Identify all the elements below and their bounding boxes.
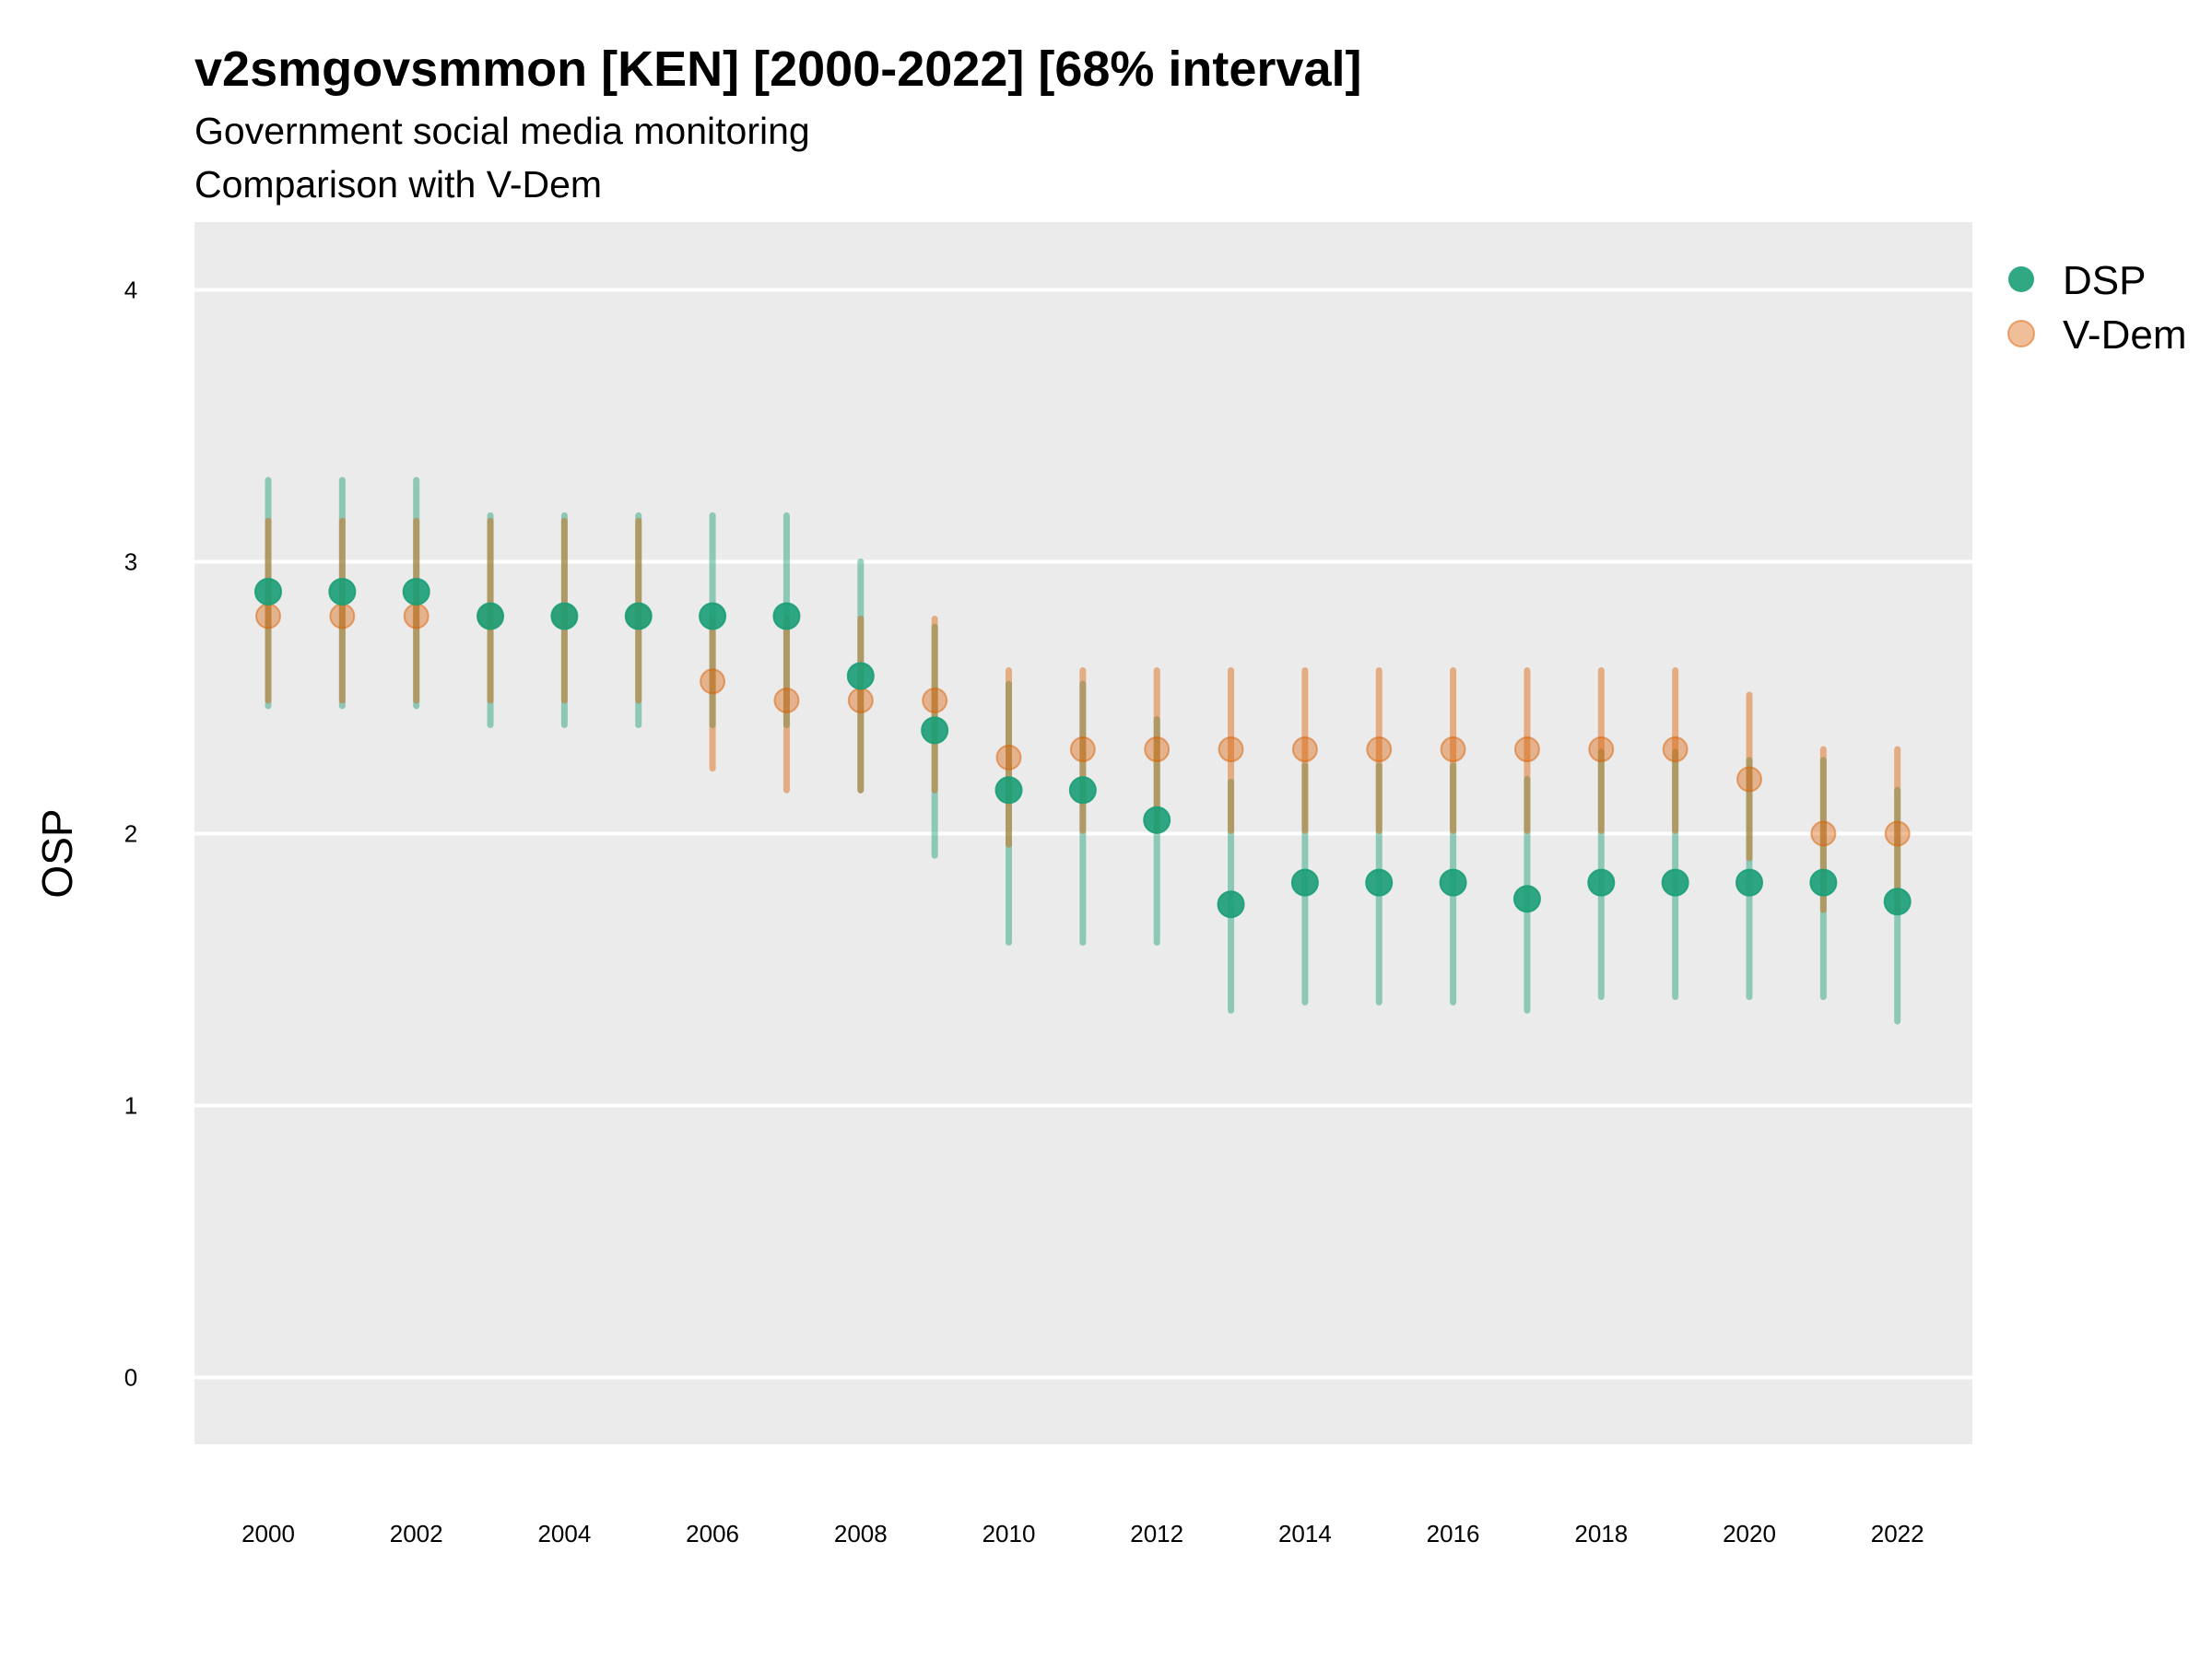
point-dsp-2021 [1809, 868, 1838, 897]
point-v-dem-2001 [329, 603, 356, 629]
x-tick-label: 2006 [686, 1520, 739, 1547]
y-tick-label: 4 [124, 276, 137, 304]
x-tick-label: 2014 [1278, 1520, 1332, 1547]
x-tick-label: 2016 [1427, 1520, 1480, 1547]
x-tick-label: 2008 [834, 1520, 888, 1547]
y-tick-label: 2 [124, 820, 137, 848]
point-v-dem-2015 [1366, 736, 1393, 763]
point-v-dem-2020 [1736, 766, 1762, 793]
y-tick-label: 0 [124, 1364, 137, 1392]
point-v-dem-2019 [1662, 736, 1688, 763]
point-v-dem-2009 [922, 687, 948, 713]
series-dsp-points [254, 577, 1912, 919]
y-axis-label: OSP [33, 808, 81, 898]
point-dsp-2005 [624, 602, 653, 630]
x-tick-label: 2012 [1130, 1520, 1183, 1547]
point-v-dem-2018 [1588, 736, 1615, 763]
point-dsp-2013 [1217, 890, 1245, 919]
point-dsp-2001 [328, 577, 357, 606]
legend-label-dsp: DSP [2063, 258, 2146, 303]
x-tick-label: 2018 [1574, 1520, 1628, 1547]
point-v-dem-2021 [1810, 820, 1837, 847]
point-dsp-2008 [846, 662, 875, 690]
point-dsp-2022 [1883, 888, 1912, 916]
point-v-dem-2022 [1884, 820, 1911, 847]
point-dsp-2012 [1143, 806, 1171, 834]
x-tick-label: 2002 [390, 1520, 443, 1547]
chart-subtitle: Government social media monitoring [194, 110, 810, 152]
point-dsp-2016 [1439, 868, 1467, 897]
y-axis-ticks: 0 1 2 3 4 [124, 276, 137, 1392]
point-v-dem-2000 [255, 603, 281, 629]
point-dsp-2017 [1512, 885, 1541, 913]
x-axis-ticks: 2000 2002 2004 2006 2008 2010 2012 2014 2016 2018… [241, 1520, 1924, 1547]
point-v-dem-2014 [1291, 736, 1318, 763]
point-dsp-2014 [1290, 868, 1319, 897]
point-dsp-2015 [1365, 868, 1394, 897]
y-tick-label: 3 [124, 548, 137, 576]
chart-title: v2smgovsmmon [KEN] [2000-2022] [68% inte… [194, 41, 1361, 97]
point-dsp-2011 [1068, 776, 1097, 805]
y-tick-label: 1 [124, 1092, 137, 1120]
point-v-dem-2012 [1144, 736, 1171, 763]
legend: DSP V-Dem [2007, 258, 2186, 358]
point-v-dem-2017 [1513, 736, 1540, 763]
point-v-dem-2016 [1440, 736, 1466, 763]
point-v-dem-2011 [1069, 736, 1096, 763]
point-dsp-2019 [1661, 868, 1689, 897]
point-v-dem-2002 [403, 603, 429, 629]
point-dsp-2007 [772, 602, 801, 630]
point-dsp-2006 [699, 602, 727, 630]
legend-marker-vdem [2007, 320, 2035, 347]
point-dsp-2002 [402, 577, 430, 606]
x-tick-label: 2020 [1723, 1520, 1776, 1547]
point-dsp-2020 [1735, 868, 1763, 897]
x-tick-label: 2004 [537, 1520, 591, 1547]
x-tick-label: 2010 [982, 1520, 1036, 1547]
point-dsp-2018 [1587, 868, 1616, 897]
point-dsp-2000 [254, 577, 282, 606]
series-v-dem-intervals [265, 517, 1901, 913]
point-v-dem-2010 [995, 744, 1022, 771]
point-dsp-2009 [921, 716, 949, 745]
chart-subtitle-comparison: Comparison with V-Dem [194, 163, 602, 206]
point-dsp-2010 [994, 776, 1023, 805]
point-v-dem-2013 [1218, 736, 1244, 763]
point-dsp-2003 [477, 602, 505, 630]
legend-marker-dsp [2008, 266, 2034, 292]
point-dsp-2004 [550, 602, 579, 630]
data-marks [254, 477, 1912, 1025]
point-v-dem-2008 [847, 687, 874, 713]
point-v-dem-2007 [773, 687, 800, 713]
legend-label-vdem: V-Dem [2063, 312, 2186, 358]
x-tick-label: 2000 [241, 1520, 295, 1547]
point-v-dem-2006 [700, 668, 726, 695]
x-tick-label: 2022 [1871, 1520, 1924, 1547]
gridlines [194, 288, 1972, 1380]
